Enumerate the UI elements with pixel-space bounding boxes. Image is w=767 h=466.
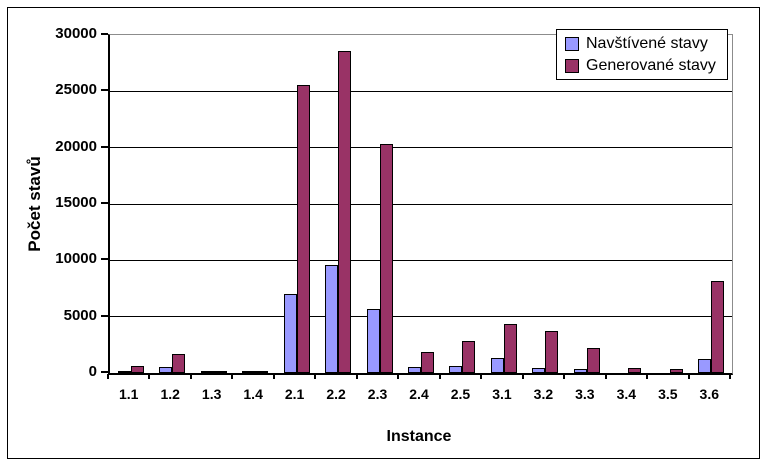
bar-generated-2.5 (462, 341, 476, 373)
bar-visited-2.2 (325, 265, 339, 373)
y-tick-15000 (101, 202, 108, 204)
x-tick-label-2.5: 2.5 (450, 386, 471, 402)
x-tick-label-3.3: 3.3 (575, 386, 595, 402)
x-tick-0 (107, 374, 109, 379)
y-tick-label-20000: 20000 (55, 137, 97, 155)
bar-visited-1.4 (242, 371, 256, 373)
gridline-15000 (110, 203, 732, 205)
bar-visited-2.4 (408, 367, 421, 373)
legend-entry-visited: Navštívené stavy (565, 34, 727, 53)
y-tick-label-15000: 15000 (55, 194, 97, 211)
y-tick-label-10000: 10000 (55, 250, 97, 268)
gridline-10000 (110, 259, 732, 261)
bar-generated-1.3 (213, 371, 227, 373)
y-tick-label-0: 0 (88, 363, 97, 380)
bar-generated-3.3 (586, 348, 600, 373)
x-tick-9 (480, 374, 483, 379)
x-tick-label-3.6: 3.6 (699, 386, 719, 402)
bar-generated-2.1 (296, 85, 310, 373)
bar-generated-3.4 (628, 368, 642, 373)
y-tick-label-25000: 25000 (55, 81, 97, 99)
x-tick-13 (646, 374, 649, 379)
x-tick-12 (604, 374, 607, 379)
y-tick-5000 (101, 314, 108, 317)
y-tick-20000 (101, 145, 108, 148)
x-tick-5 (314, 374, 317, 379)
bar-visited-3.2 (532, 368, 546, 373)
x-tick-14 (687, 374, 690, 379)
bar-generated-2.4 (421, 352, 434, 373)
bar-visited-1.1 (117, 371, 131, 373)
x-tick-11 (563, 374, 566, 379)
bar-visited-2.5 (449, 366, 463, 373)
y-tick-25000 (101, 89, 108, 92)
x-tick-label-2.3: 2.3 (367, 386, 388, 402)
x-tick-3 (231, 374, 234, 379)
y-tick-0 (101, 371, 108, 373)
legend-swatch-generated-icon (565, 58, 579, 73)
x-tick-label-3.5: 3.5 (658, 386, 678, 402)
gridline-25000 (110, 90, 732, 92)
bar-generated-3.5 (669, 369, 683, 373)
legend-swatch-visited-icon (565, 36, 579, 51)
x-tick-label-1.3: 1.3 (201, 386, 222, 402)
bar-visited-3.3 (573, 369, 587, 373)
x-tick-label-1.4: 1.4 (243, 386, 263, 402)
bar-generated-1.4 (255, 371, 269, 373)
x-tick-label-2.4: 2.4 (409, 386, 429, 402)
x-tick-label-2.1: 2.1 (284, 386, 305, 402)
x-tick-label-1.1: 1.1 (118, 386, 139, 402)
x-tick-1 (148, 374, 151, 379)
x-tick-8 (438, 374, 441, 379)
gridline-20000 (110, 147, 732, 149)
x-tick-4 (272, 374, 275, 379)
bar-visited-1.3 (200, 371, 214, 373)
bar-visited-2.1 (283, 294, 297, 373)
bar-visited-3.1 (490, 358, 504, 373)
x-tick-7 (397, 374, 400, 379)
legend: Navštívené stavy Generované stavy (556, 29, 728, 80)
chart-frame (7, 7, 760, 459)
bar-visited-3.6 (698, 359, 712, 373)
x-tick-label-3.4: 3.4 (616, 386, 637, 402)
bar-generated-3.6 (711, 281, 725, 373)
bar-visited-2.3 (366, 309, 380, 373)
x-tick-label-3.1: 3.1 (492, 386, 512, 402)
x-tick-10 (521, 374, 524, 379)
x-tick-label-3.2: 3.2 (533, 386, 554, 402)
legend-entry-generated: Generované stavy (565, 56, 727, 75)
legend-label-generated: Generované stavy (586, 57, 716, 74)
gridline-5000 (110, 316, 732, 318)
x-tick-2 (189, 374, 192, 379)
bar-generated-2.3 (379, 144, 393, 373)
x-tick-label-1.2: 1.2 (160, 386, 180, 402)
x-axis-title: Instance (386, 428, 452, 445)
x-tick-6 (355, 374, 358, 379)
bar-generated-3.2 (545, 331, 559, 373)
y-tick-label-5000: 5000 (63, 306, 97, 324)
plot-area (108, 34, 733, 375)
y-tick-30000 (101, 33, 108, 35)
bar-generated-1.2 (172, 354, 186, 373)
bar-visited-1.2 (159, 367, 173, 373)
y-tick-10000 (101, 258, 108, 261)
bar-generated-2.2 (338, 51, 352, 373)
legend-label-visited: Navštívené stavy (586, 35, 708, 52)
y-tick-label-30000: 30000 (55, 25, 97, 42)
bar-generated-3.1 (503, 324, 517, 373)
x-tick-label-2.2: 2.2 (326, 386, 346, 402)
x-tick-15 (729, 374, 731, 379)
bar-generated-1.1 (130, 366, 144, 373)
